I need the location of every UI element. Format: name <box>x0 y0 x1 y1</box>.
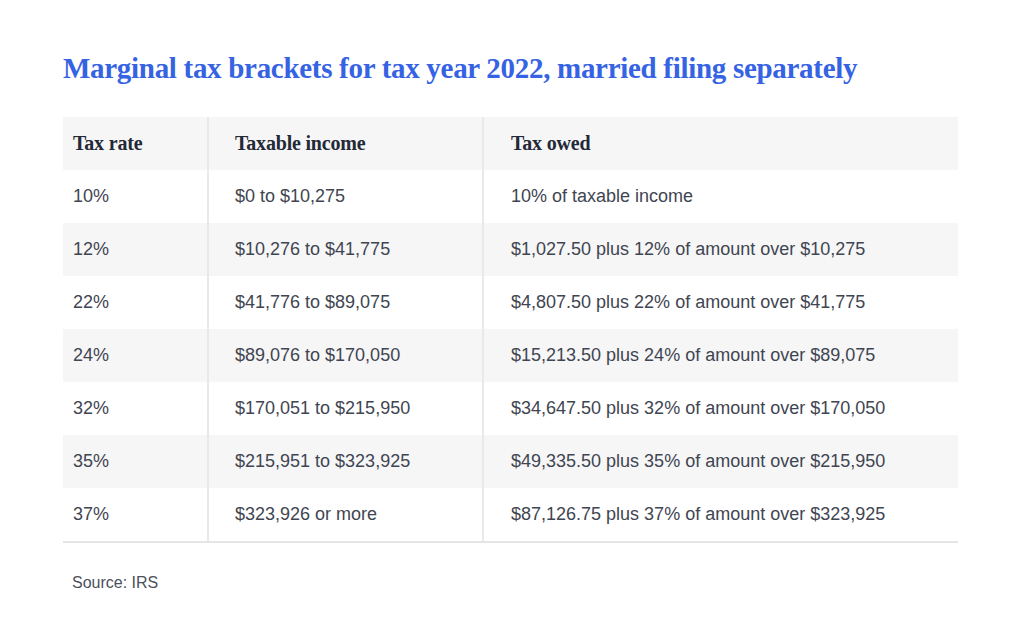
tax-rate-value: 32% <box>63 398 207 419</box>
tax-owed-value: 10% of taxable income <box>482 186 958 207</box>
table-row: 32% $170,051 to $215,950 $34,647.50 plus… <box>63 382 958 435</box>
tax-brackets-infographic: Marginal tax brackets for tax year 2022,… <box>0 0 1024 635</box>
table-row: 37% $323,926 or more $87,126.75 plus 37%… <box>63 488 958 541</box>
tax-owed-value: $87,126.75 plus 37% of amount over $323,… <box>482 504 958 525</box>
table-row: 35% $215,951 to $323,925 $49,335.50 plus… <box>63 435 958 488</box>
column-header-taxable-income: Taxable income <box>207 132 482 155</box>
table-row: 22% $41,776 to $89,075 $4,807.50 plus 22… <box>63 276 958 329</box>
tax-rate-value: 35% <box>63 451 207 472</box>
tax-rate-value: 12% <box>63 239 207 260</box>
taxable-income-value: $323,926 or more <box>207 504 482 525</box>
table-header-row: Tax rate Taxable income Tax owed <box>63 117 958 170</box>
tax-owed-value: $4,807.50 plus 22% of amount over $41,77… <box>482 292 958 313</box>
column-divider <box>482 117 484 541</box>
tax-owed-value: $15,213.50 plus 24% of amount over $89,0… <box>482 345 958 366</box>
tax-owed-value: $34,647.50 plus 32% of amount over $170,… <box>482 398 958 419</box>
table-row: 24% $89,076 to $170,050 $15,213.50 plus … <box>63 329 958 382</box>
source-note: Source: IRS <box>72 574 158 592</box>
tax-rate-value: 10% <box>63 186 207 207</box>
tax-rate-value: 24% <box>63 345 207 366</box>
tax-owed-value: $1,027.50 plus 12% of amount over $10,27… <box>482 239 958 260</box>
table-row: 12% $10,276 to $41,775 $1,027.50 plus 12… <box>63 223 958 276</box>
taxable-income-value: $89,076 to $170,050 <box>207 345 482 366</box>
taxable-income-value: $41,776 to $89,075 <box>207 292 482 313</box>
taxable-income-value: $0 to $10,275 <box>207 186 482 207</box>
column-divider <box>207 117 209 541</box>
page-title: Marginal tax brackets for tax year 2022,… <box>63 50 963 86</box>
taxable-income-value: $215,951 to $323,925 <box>207 451 482 472</box>
tax-rate-value: 22% <box>63 292 207 313</box>
column-header-tax-owed: Tax owed <box>482 132 958 155</box>
taxable-income-value: $10,276 to $41,775 <box>207 239 482 260</box>
tax-brackets-table: Tax rate Taxable income Tax owed 10% $0 … <box>63 117 958 543</box>
tax-owed-value: $49,335.50 plus 35% of amount over $215,… <box>482 451 958 472</box>
column-header-tax-rate: Tax rate <box>63 132 207 155</box>
table-row: 10% $0 to $10,275 10% of taxable income <box>63 170 958 223</box>
taxable-income-value: $170,051 to $215,950 <box>207 398 482 419</box>
tax-rate-value: 37% <box>63 504 207 525</box>
